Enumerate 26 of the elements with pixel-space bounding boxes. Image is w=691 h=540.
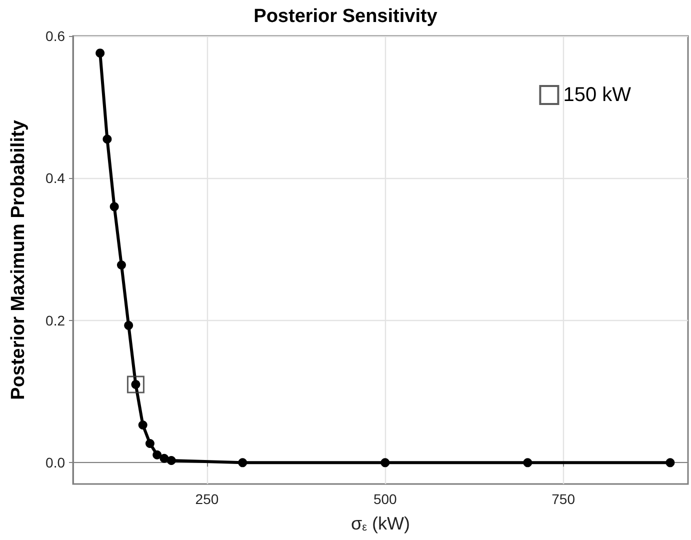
x-axis-title: σε (kW) [351, 514, 410, 534]
point [160, 454, 169, 463]
point [166, 456, 176, 466]
x-tick-label: 500 [373, 491, 398, 507]
point [124, 320, 134, 330]
point [102, 134, 112, 144]
point [116, 260, 126, 270]
legend-label: 150 kW [563, 84, 632, 106]
x-tick-label: 250 [195, 491, 219, 507]
point [145, 438, 154, 448]
y-tick-label: 0.2 [46, 312, 66, 328]
y-tick-label: 0.6 [46, 28, 66, 44]
y-tick-label: 0.0 [46, 454, 66, 471]
y-tick-label: 0.4 [46, 170, 66, 186]
point [138, 420, 148, 430]
point [152, 450, 162, 460]
point [238, 458, 248, 468]
point [126, 376, 144, 394]
point [96, 48, 105, 58]
point [523, 458, 532, 468]
point [110, 202, 119, 212]
point [380, 458, 390, 468]
x-tick-label: 750 [552, 491, 576, 507]
chart-title: Posterior Sensitivity [254, 6, 438, 27]
point [666, 458, 675, 468]
y-axis-title: Posterior Maximum Probability [8, 120, 29, 400]
